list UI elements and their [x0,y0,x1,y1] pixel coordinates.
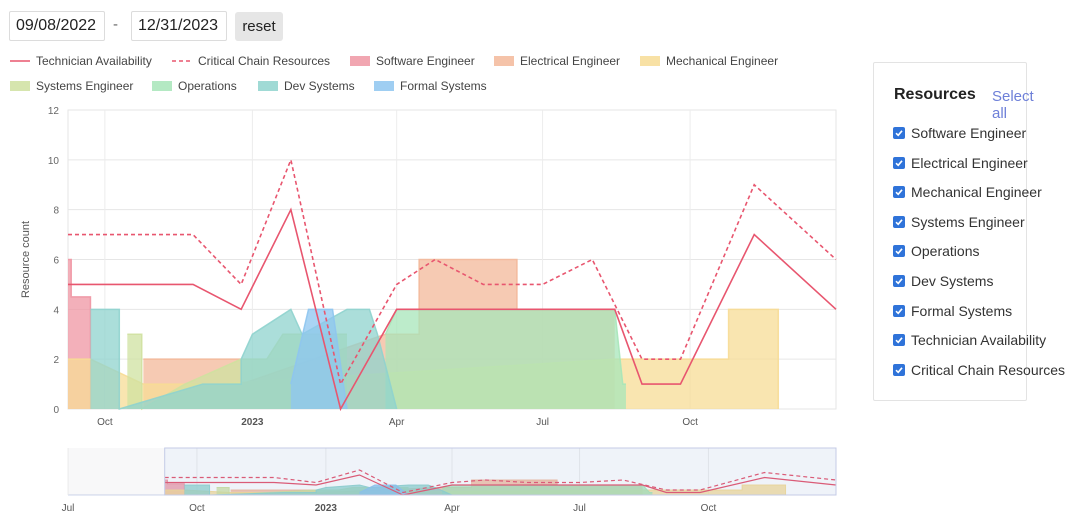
resource-label: Formal Systems [911,302,1013,319]
navigator-tick-label: 2023 [315,503,338,514]
resource-checkbox-item[interactable]: Electrical Engineer [893,153,1028,173]
legend-label: Mechanical Engineer [666,54,778,68]
resource-checkbox-item[interactable]: Technician Availability [893,330,1046,350]
navigator-series [164,469,837,496]
navigator-area-edge [359,484,409,496]
y-tick-label: 0 [53,405,59,416]
resource-label: Mechanical Engineer [911,184,1042,201]
area-series-fill [385,309,626,409]
select-all-link[interactable]: Select all [992,88,1034,122]
legend-area-swatch [258,81,278,91]
x-tick-label: Oct [97,417,113,428]
checkbox-icon[interactable] [893,186,905,199]
chart-legend: Technician Availability Critical Chain Re… [10,54,778,93]
legend-label: Dev Systems [284,79,355,93]
range-navigator[interactable]: Jul Oct 2023 Apr Jul Oct [62,447,837,514]
resource-checkbox-item[interactable]: Software Engineer [893,123,1026,143]
area-series-edge [90,308,398,411]
navigator-area-edge [164,479,185,495]
resource-label: Systems Engineer [911,213,1025,230]
y-tick-label: 4 [53,305,59,316]
resource-checkbox-item[interactable]: Formal Systems [893,301,1012,321]
navigator-area [442,485,653,495]
navigator-tick-label: Jul [573,503,586,514]
legend-area-swatch [350,56,370,66]
y-tick-label: 12 [48,106,60,117]
checkbox-icon[interactable] [893,304,905,317]
checkbox-icon[interactable] [893,245,905,258]
line-series [68,157,837,387]
resource-label: Dev Systems [911,273,994,289]
legend-area-swatch [152,81,172,91]
resource-label: Software Engineer [911,125,1027,141]
panel-title: Resources [894,86,976,103]
date-range-separator: - [113,16,118,33]
resource-chart: Technician Availability Critical Chain Re… [10,54,837,514]
resource-checkbox-item[interactable]: Critical Chain Resources [893,360,1065,380]
y-axis-label: Resource count [20,221,32,298]
y-tick-label: 8 [53,206,59,217]
navigator-mask [68,448,165,495]
navigator-tick-label: Oct [701,503,717,514]
resource-label: Critical Chain Resources [911,361,1066,378]
resource-label: Operations [911,243,980,260]
legend-label: Critical Chain Resources [198,54,330,68]
area-series [68,258,780,411]
legend-label: Software Engineer [376,54,475,68]
resource-checkbox-item[interactable]: Operations [893,241,979,261]
navigator-selection[interactable] [164,447,837,496]
resource-checkbox-item[interactable]: Mechanical Engineer [893,182,1042,202]
navigator-tick-label: Jul [62,503,75,514]
x-tick-label: Oct [682,417,698,428]
legend-area-swatch [10,81,30,91]
legend-label: Operations [178,79,237,93]
checkbox-icon[interactable] [893,156,905,169]
line-series [68,207,837,412]
start-date-input[interactable]: 09/08/2022 [9,11,105,41]
x-tick-label: Jul [536,417,549,428]
line-series [68,157,837,412]
legend-label: Systems Engineer [36,79,133,93]
navigator-line [164,474,837,496]
x-tick-label: 2023 [241,417,264,428]
checkbox-icon[interactable] [893,215,905,228]
resource-checkbox-item[interactable]: Systems Engineer [893,212,1025,232]
area-series-edge [290,308,348,410]
legend-label: Technician Availability [36,54,152,68]
resource-label: Electrical Engineer [911,154,1028,171]
legend-label: Electrical Engineer [520,54,620,68]
checkbox-icon[interactable] [893,127,905,139]
end-date-input[interactable]: 12/31/2023 [131,11,227,41]
checkbox-icon[interactable] [893,275,905,287]
checkbox-icon[interactable] [893,334,905,347]
area-series-fill [290,309,347,409]
resources-panel: Resources Select all Software Engineer El… [873,62,1065,401]
resource-label: Technician Availability [911,332,1047,349]
chart-axes: 0 2 4 6 8 10 12 Oct 2023 Apr Jul Oct Resource count [20,106,698,428]
resource-checkbox-item[interactable]: Dev Systems [893,271,993,291]
checkbox-icon[interactable] [893,363,905,376]
navigator-line [164,469,837,494]
y-tick-label: 6 [53,256,59,267]
navigator-tick-label: Oct [189,503,205,514]
navigator-tick-label: Apr [444,503,460,514]
y-tick-label: 2 [53,355,59,366]
reset-button[interactable]: reset [235,12,283,41]
legend-area-swatch [640,56,660,66]
legend-area-swatch [494,56,514,66]
y-tick-label: 10 [48,156,60,167]
legend-label: Formal Systems [400,79,487,93]
x-tick-label: Apr [389,417,405,428]
legend-area-swatch [374,81,394,91]
